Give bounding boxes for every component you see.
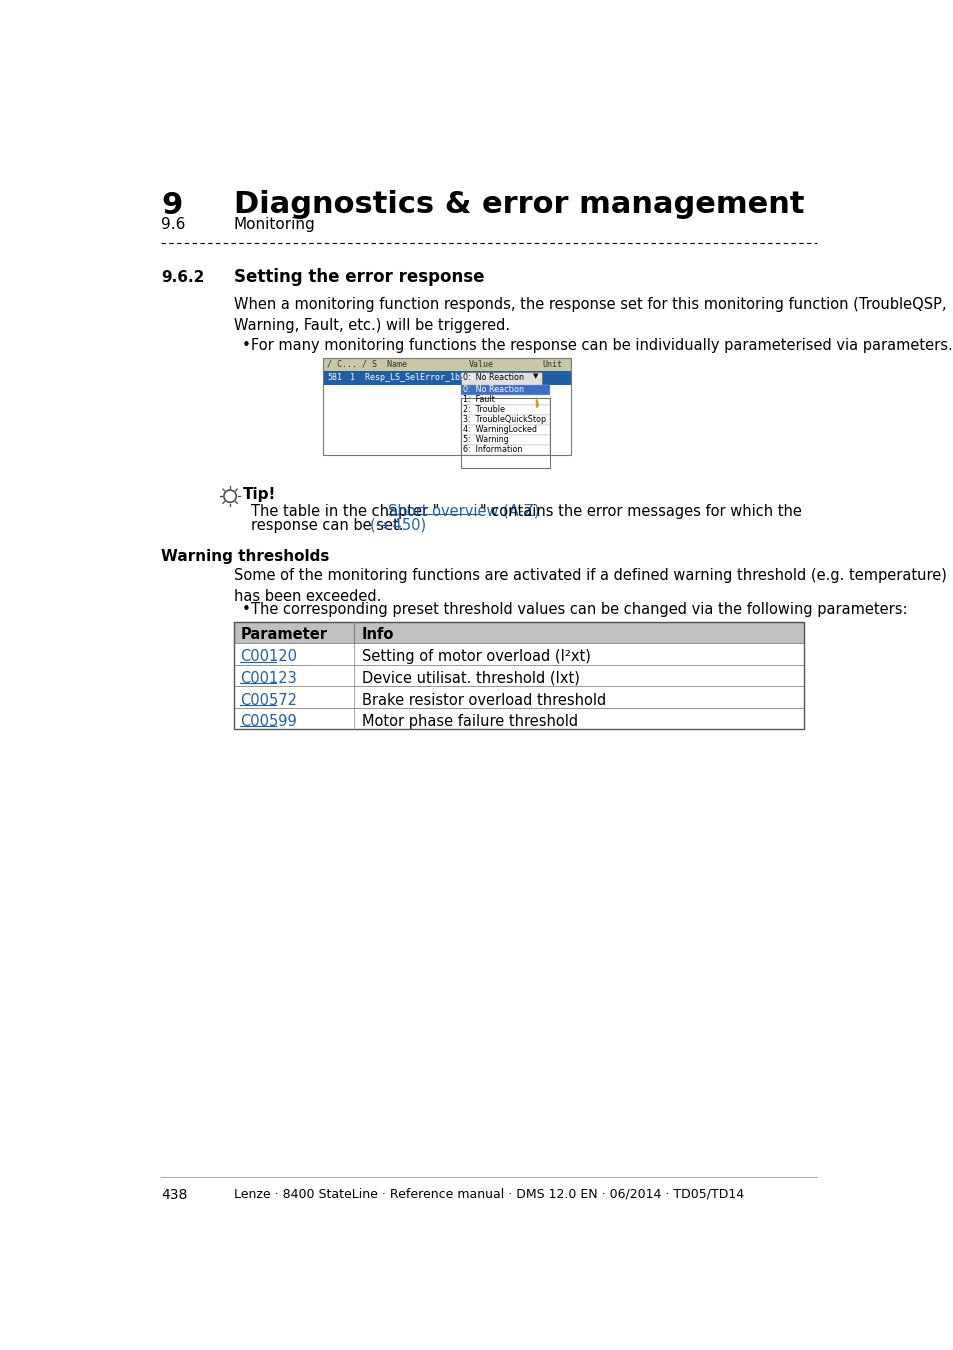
Text: 1:  Fault: 1: Fault [463,396,495,404]
Text: 0:  No Reaction: 0: No Reaction [463,373,524,382]
Text: Device utilisat. threshold (Ixt): Device utilisat. threshold (Ixt) [361,671,579,686]
FancyBboxPatch shape [460,444,550,455]
Text: 9: 9 [161,192,182,220]
Text: 1  Resp_LS_SelError_1bSelError1: 1 Resp_LS_SelError_1bSelError1 [350,373,505,382]
Text: " contains the error messages for which the: " contains the error messages for which … [479,504,801,518]
Text: Parameter: Parameter [240,628,327,643]
FancyBboxPatch shape [323,358,571,371]
Text: Unit: Unit [542,360,562,369]
Text: Motor phase failure threshold: Motor phase failure threshold [361,714,578,729]
Text: Brake resistor overload threshold: Brake resistor overload threshold [361,693,605,707]
FancyBboxPatch shape [233,686,802,707]
Text: Value: Value [468,360,494,369]
Text: / C... / S  Name: / C... / S Name [327,360,407,369]
Text: 581: 581 [327,373,341,382]
Polygon shape [536,398,537,408]
Text: •: • [241,338,251,352]
Text: Tip!: Tip! [243,487,276,502]
FancyBboxPatch shape [233,664,802,686]
Text: Lenze · 8400 StateLine · Reference manual · DMS 12.0 EN · 06/2014 · TD05/TD14: Lenze · 8400 StateLine · Reference manua… [233,1188,743,1200]
FancyBboxPatch shape [460,435,550,444]
Text: When a monitoring function responds, the response set for this monitoring functi: When a monitoring function responds, the… [233,297,945,332]
Text: Setting of motor overload (I²xt): Setting of motor overload (I²xt) [361,649,590,664]
Text: Warning thresholds: Warning thresholds [161,548,329,563]
Text: 3:  TroubleQuickStop: 3: TroubleQuickStop [463,416,546,424]
Text: response can be set.: response can be set. [251,518,413,533]
Text: 4:  WarningLocked: 4: WarningLocked [463,425,537,435]
FancyBboxPatch shape [233,707,802,729]
FancyBboxPatch shape [233,622,802,643]
FancyBboxPatch shape [460,394,550,405]
Text: 0:  No Reaction: 0: No Reaction [463,385,524,394]
Text: The corresponding preset threshold values can be changed via the following param: The corresponding preset threshold value… [251,602,906,617]
Text: Info: Info [361,628,394,643]
Text: 5:  Warning: 5: Warning [463,435,509,444]
Text: 9.6: 9.6 [161,217,185,232]
FancyBboxPatch shape [460,405,550,414]
Text: Some of the monitoring functions are activated if a defined warning threshold (e: Some of the monitoring functions are act… [233,568,945,603]
Text: (→ 450): (→ 450) [369,518,425,533]
Text: 438: 438 [161,1188,188,1202]
Text: For many monitoring functions the response can be individually parameterised via: For many monitoring functions the respon… [251,338,952,352]
Text: C00599: C00599 [240,714,296,729]
Text: 9.6.2: 9.6.2 [161,270,204,285]
Text: Diagnostics & error management: Diagnostics & error management [233,190,803,219]
FancyBboxPatch shape [460,385,550,394]
Text: C00120: C00120 [240,649,296,664]
Text: •: • [241,602,251,617]
FancyBboxPatch shape [460,414,550,424]
Circle shape [224,490,236,502]
Text: ▼: ▼ [533,373,537,379]
FancyBboxPatch shape [460,373,542,385]
Text: Setting the error response: Setting the error response [233,269,484,286]
Text: 2:  Trouble: 2: Trouble [463,405,505,414]
Text: C00123: C00123 [240,671,296,686]
Text: 6:  Information: 6: Information [463,446,522,455]
Text: Monitoring: Monitoring [233,217,315,232]
FancyBboxPatch shape [323,371,571,385]
Text: Short overview (A-Z): Short overview (A-Z) [388,504,539,518]
Text: C00572: C00572 [240,693,296,707]
FancyBboxPatch shape [233,643,802,664]
Text: The table in the chapter ": The table in the chapter " [251,504,439,518]
FancyBboxPatch shape [460,424,550,435]
